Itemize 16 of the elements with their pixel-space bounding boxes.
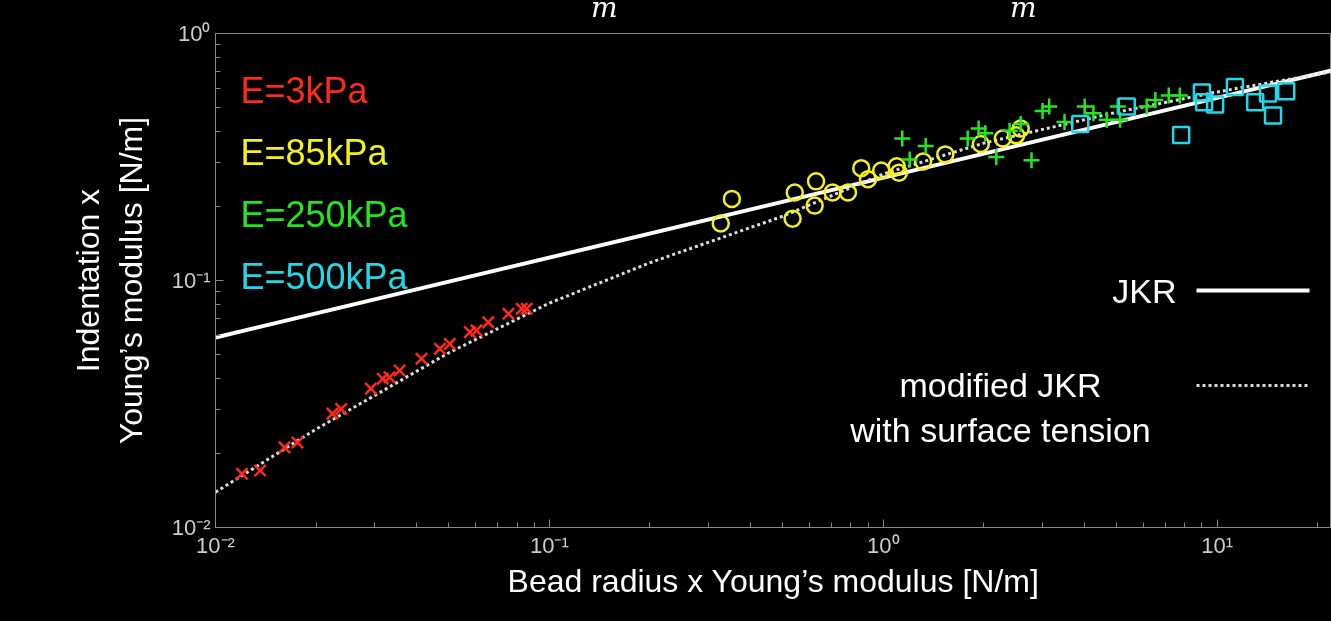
text: E=250kPa	[240, 194, 409, 235]
legend-label: JKR	[1112, 271, 1177, 310]
text: E=3kPa	[240, 70, 369, 111]
legend-label: modified JKR with surface tension	[849, 365, 1151, 450]
y-tick-label: 10⁻¹	[171, 268, 211, 293]
text: E=85kPa	[240, 132, 389, 173]
text: m	[1010, 0, 1037, 24]
y-tick-label: 10⁰	[178, 21, 211, 46]
x-tick-label: 10⁻²	[196, 532, 235, 558]
text: m	[591, 0, 618, 24]
x-tick-label: 10¹	[1201, 532, 1234, 558]
text: E=500kPa	[240, 256, 409, 297]
y-axis-title: Indentation x Young’s modulus [N/m]	[69, 116, 149, 445]
x-tick-label: 10⁻¹	[529, 532, 569, 558]
x-tick-label: 10⁰	[867, 532, 900, 558]
x-axis-title: Bead radius x Young’s modulus [N/m]	[507, 562, 1039, 599]
